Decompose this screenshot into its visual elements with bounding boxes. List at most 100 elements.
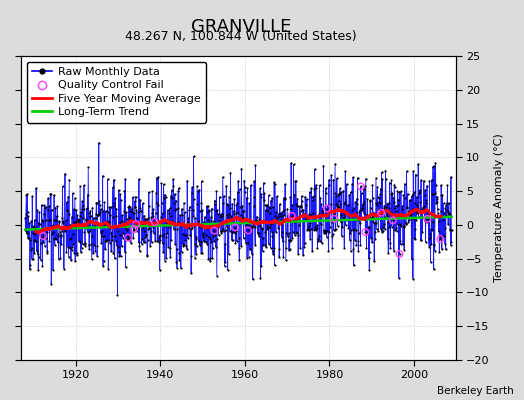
- Point: [143, 252, 151, 258]
- Point: [365, 224, 373, 230]
- Point: [125, 237, 133, 243]
- Point: [190, 240, 199, 247]
- Point: [267, 197, 275, 204]
- Point: [398, 203, 407, 209]
- Point: [435, 214, 444, 220]
- Point: [428, 190, 436, 197]
- Point: [365, 248, 374, 255]
- Point: [199, 230, 207, 236]
- Point: [57, 231, 66, 238]
- Point: [87, 224, 95, 231]
- Point: [198, 178, 206, 184]
- Point: [317, 217, 325, 223]
- Point: [443, 207, 451, 213]
- Point: [370, 258, 378, 264]
- Point: [201, 214, 209, 220]
- Point: [223, 201, 232, 207]
- Point: [396, 221, 404, 228]
- Point: [47, 190, 55, 197]
- Point: [160, 258, 169, 264]
- Point: [389, 194, 397, 201]
- Point: [366, 198, 374, 204]
- Point: [432, 182, 440, 188]
- Point: [170, 206, 179, 213]
- Point: [52, 217, 60, 223]
- Point: [412, 194, 421, 200]
- Point: [211, 232, 219, 238]
- Point: [206, 218, 215, 224]
- Point: [42, 235, 50, 241]
- Point: [232, 228, 240, 234]
- Point: [139, 224, 147, 231]
- Point: [193, 220, 202, 226]
- Point: [27, 244, 36, 251]
- Point: [159, 249, 168, 256]
- Point: [302, 216, 310, 222]
- Point: [445, 210, 453, 217]
- Point: [412, 217, 420, 223]
- Point: [307, 226, 315, 232]
- Point: [288, 213, 296, 219]
- Point: [102, 238, 111, 245]
- Point: [111, 233, 119, 239]
- Point: [338, 207, 346, 214]
- Point: [297, 208, 305, 214]
- Point: [85, 246, 93, 252]
- Point: [26, 266, 34, 273]
- Point: [383, 200, 391, 207]
- Point: [55, 218, 63, 224]
- Point: [31, 231, 40, 238]
- Point: [135, 248, 144, 254]
- Point: [199, 234, 207, 240]
- Point: [64, 254, 73, 260]
- Point: [378, 229, 386, 235]
- Point: [128, 208, 136, 215]
- Point: [148, 223, 157, 230]
- Point: [258, 225, 266, 231]
- Point: [434, 210, 442, 216]
- Point: [432, 200, 440, 206]
- Point: [336, 185, 344, 192]
- Point: [84, 210, 93, 216]
- Point: [282, 230, 291, 237]
- Point: [50, 235, 59, 242]
- Point: [291, 178, 300, 185]
- Point: [276, 221, 285, 227]
- Point: [290, 232, 299, 238]
- Point: [61, 217, 70, 224]
- Point: [96, 209, 104, 215]
- Point: [381, 167, 390, 174]
- Point: [46, 191, 54, 198]
- Point: [104, 266, 113, 273]
- Point: [133, 224, 141, 231]
- Point: [396, 237, 405, 244]
- Point: [441, 205, 450, 211]
- Point: [405, 214, 413, 221]
- Point: [253, 214, 261, 220]
- Point: [36, 231, 45, 238]
- Point: [74, 216, 83, 222]
- Point: [101, 246, 110, 252]
- Point: [129, 194, 137, 200]
- Point: [169, 176, 177, 182]
- Point: [344, 202, 352, 208]
- Point: [43, 248, 51, 255]
- Point: [111, 255, 119, 262]
- Point: [211, 201, 220, 207]
- Point: [408, 193, 416, 200]
- Point: [374, 212, 382, 219]
- Point: [113, 242, 121, 249]
- Point: [94, 212, 103, 218]
- Point: [267, 221, 276, 228]
- Point: [302, 202, 310, 208]
- Point: [94, 212, 102, 218]
- Point: [224, 214, 232, 220]
- Point: [237, 165, 246, 172]
- Point: [67, 234, 75, 241]
- Point: [260, 190, 268, 196]
- Point: [42, 203, 50, 210]
- Point: [81, 242, 89, 249]
- Point: [134, 209, 143, 215]
- Point: [324, 182, 333, 188]
- Point: [341, 199, 349, 205]
